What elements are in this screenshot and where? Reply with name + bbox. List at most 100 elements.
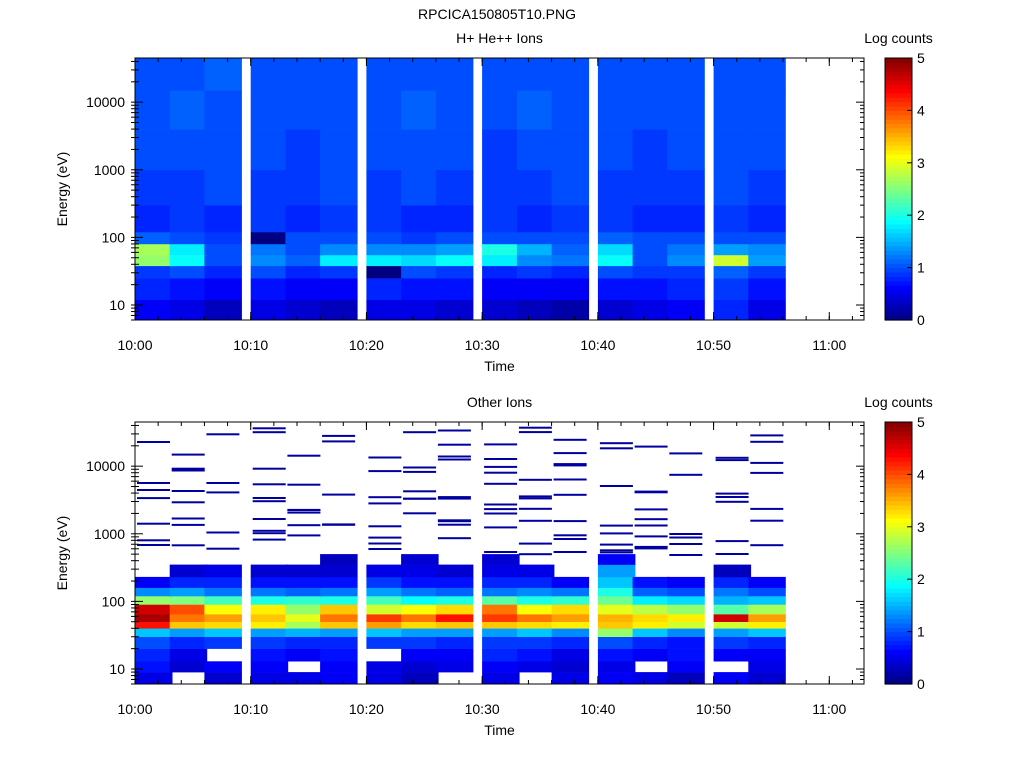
heatmap-cell — [401, 169, 439, 206]
heatmap-cell — [320, 672, 358, 685]
heatmap-cell — [632, 265, 671, 279]
heatmap-cell — [435, 614, 474, 622]
heatmap-cell — [366, 628, 404, 637]
sparse-trace — [599, 485, 633, 487]
heatmap-cell — [285, 90, 323, 130]
heatmap-cell — [516, 254, 555, 267]
heatmap-cell — [667, 265, 705, 279]
heatmap-cell — [748, 636, 786, 649]
sparse-trace — [437, 519, 471, 522]
colorbar-swatch — [885, 548, 912, 554]
heatmap-cell — [204, 90, 242, 130]
sparse-trace — [403, 470, 437, 473]
sparse-trace — [287, 524, 321, 527]
sparse-trace — [403, 431, 437, 434]
heatmap-cell — [597, 243, 636, 256]
heatmap-cell — [667, 614, 705, 622]
colorbar-swatch — [885, 574, 912, 580]
heatmap-cell — [135, 243, 173, 256]
colorbar-swatch — [885, 175, 912, 181]
y-tick-label: 1000 — [94, 526, 125, 542]
y-tick-label: 1000 — [94, 162, 125, 178]
heatmap-cell — [748, 604, 786, 615]
heatmap-cell — [401, 265, 439, 279]
heatmap-cell — [285, 299, 323, 321]
colorbar-swatch — [885, 88, 912, 94]
heatmap-cell — [516, 243, 555, 256]
heatmap-cell — [516, 636, 555, 649]
heatmap-cell — [401, 278, 439, 300]
sparse-trace — [368, 456, 402, 459]
colorbar-swatch — [885, 84, 912, 90]
colorbar-swatch — [885, 219, 912, 225]
sparse-trace — [518, 495, 552, 498]
heatmap-cell — [320, 564, 358, 578]
sparse-trace — [252, 431, 286, 434]
x-tick-label: 10:10 — [233, 701, 268, 717]
colorbar-swatch — [885, 670, 912, 676]
colorbar-swatch — [885, 136, 912, 142]
colorbar-swatch — [885, 184, 912, 190]
heatmap-cell — [320, 58, 358, 91]
sparse-trace — [403, 466, 437, 469]
sparse-trace — [553, 538, 587, 540]
heatmap-cell — [320, 587, 358, 597]
sparse-trace — [252, 497, 286, 499]
sparse-trace — [437, 429, 471, 432]
heatmap-cell — [250, 564, 289, 578]
heatmap-cell — [748, 621, 786, 629]
heatmap-cell — [435, 254, 474, 267]
heatmap-cell — [482, 614, 520, 622]
heatmap-cell — [401, 205, 439, 233]
heatmap-cell — [516, 169, 555, 206]
colorbar-swatch — [885, 531, 912, 537]
sparse-trace — [171, 501, 205, 504]
sparse-trace — [669, 536, 703, 539]
colorbar-swatch — [885, 315, 912, 321]
heatmap-cell — [597, 564, 636, 578]
heatmap-cell — [482, 621, 520, 629]
heatmap-cell — [320, 205, 358, 233]
heatmap-cell — [169, 636, 208, 649]
heatmap-cell — [401, 648, 439, 662]
colorbar-swatch — [885, 289, 912, 295]
heatmap-cell — [482, 628, 520, 637]
heatmap-cell — [366, 265, 404, 279]
heatmap-cell — [135, 636, 173, 649]
heatmap-cell — [748, 232, 786, 245]
sparse-trace — [750, 471, 784, 474]
sparse-trace — [518, 431, 552, 434]
heatmap-cell — [204, 596, 242, 605]
heatmap-cell — [250, 232, 289, 245]
heatmap-cell — [366, 278, 404, 300]
sparse-trace — [171, 490, 205, 492]
sparse-trace — [634, 445, 668, 448]
heatmap-cell — [597, 628, 636, 637]
heatmap-cell — [135, 169, 173, 206]
x-tick-label: 11:00 — [812, 337, 846, 353]
heatmap-cell — [597, 254, 636, 267]
heatmap-cell — [516, 278, 555, 300]
sparse-trace — [171, 517, 205, 520]
heatmap-cell — [713, 587, 752, 597]
sparse-trace — [171, 453, 205, 456]
heatmap-cell — [204, 621, 242, 629]
colorbar-swatch — [885, 110, 912, 116]
colorbar-tick-label: 1 — [917, 260, 925, 276]
heatmap-cell — [516, 265, 555, 279]
heatmap-cell — [135, 621, 173, 629]
colorbar: 0 1 2 3 4 5 Log counts — [864, 30, 933, 328]
sparse-trace — [599, 532, 633, 535]
heatmap-cell — [169, 614, 208, 622]
heatmap-cell — [748, 265, 786, 279]
colorbar-swatch — [885, 79, 912, 85]
heatmap-cell — [435, 636, 474, 649]
sparse-trace — [437, 496, 471, 499]
heatmap-cell — [320, 90, 358, 130]
heatmap-cell — [597, 636, 636, 649]
heatmap-cell — [169, 299, 208, 321]
heatmap-cell — [435, 129, 474, 171]
sparse-trace — [715, 492, 749, 495]
sparse-trace — [171, 469, 205, 472]
heatmap-cell — [366, 636, 404, 649]
